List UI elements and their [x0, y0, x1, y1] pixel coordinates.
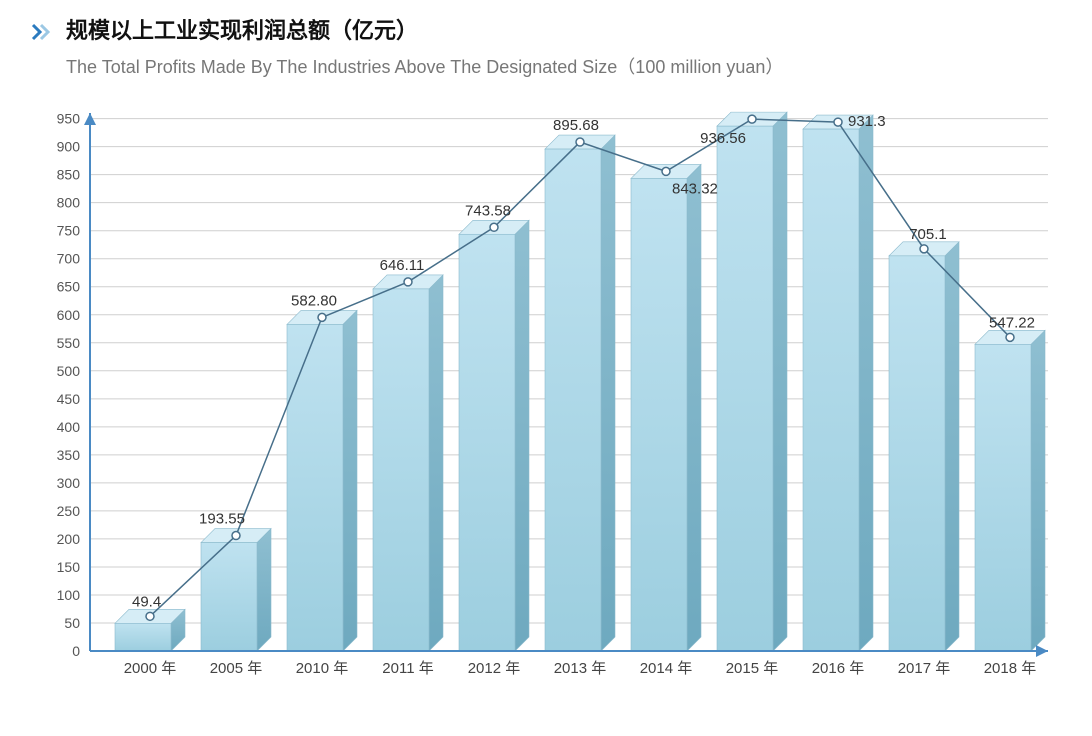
y-tick-label: 200	[57, 531, 81, 547]
chart-title-cn: 规模以上工业实现利润总额（亿元）	[66, 16, 783, 47]
y-tick-label: 950	[57, 110, 81, 126]
x-category-label: 2005 年	[210, 660, 263, 677]
bar-front	[717, 126, 773, 651]
y-tick-label: 150	[57, 559, 81, 575]
x-category-label: 2013 年	[554, 660, 607, 677]
bar-front	[373, 289, 429, 651]
value-label: 936.56	[700, 130, 746, 147]
value-label: 646.11	[380, 257, 425, 274]
bar-side	[773, 112, 787, 651]
y-tick-label: 300	[57, 475, 81, 491]
y-tick-label: 350	[57, 447, 81, 463]
y-tick-label: 250	[57, 503, 81, 519]
bar-front	[975, 344, 1031, 651]
value-label: 582.80	[291, 292, 337, 309]
x-axis-arrow-icon	[1036, 645, 1048, 657]
x-category-label: 2010 年	[296, 660, 349, 677]
bar-side	[343, 310, 357, 651]
bar-front	[803, 129, 859, 651]
bar-front	[201, 542, 257, 650]
trend-marker	[404, 278, 412, 286]
x-category-label: 2000 年	[124, 660, 177, 677]
x-category-label: 2012 年	[468, 660, 521, 677]
y-tick-label: 900	[57, 138, 81, 154]
y-tick-label: 400	[57, 419, 81, 435]
bar-side	[859, 115, 873, 651]
trend-marker	[834, 118, 842, 126]
x-category-label: 2016 年	[812, 660, 865, 677]
bar-front	[889, 256, 945, 651]
x-category-label: 2011 年	[382, 660, 433, 677]
chart-header: 规模以上工业实现利润总额（亿元） The Total Profits Made …	[30, 16, 1072, 79]
chevron-right-icon	[30, 20, 54, 49]
value-label: 193.55	[199, 510, 245, 527]
bar-side	[1031, 330, 1045, 651]
y-tick-label: 450	[57, 391, 81, 407]
profit-bar-chart: 0 50 100 150 200 250 300 350 400 450 500 550 600 650 7…	[30, 101, 1060, 701]
y-tick-label: 750	[57, 222, 81, 238]
value-label: 705.1	[909, 226, 947, 243]
bar-front	[459, 234, 515, 651]
bar-front	[545, 149, 601, 651]
value-label: 843.32	[672, 180, 718, 197]
bar-side	[257, 528, 271, 650]
bar-side	[945, 242, 959, 651]
trend-marker	[1006, 333, 1014, 341]
y-tick-label: 650	[57, 279, 81, 295]
bar-front	[631, 178, 687, 651]
value-label: 743.58	[465, 202, 511, 219]
bar-front	[287, 324, 343, 651]
x-category-label: 2014 年	[640, 660, 693, 677]
value-label: 895.68	[553, 117, 599, 134]
chart-title-en: The Total Profits Made By The Industries…	[66, 53, 783, 79]
y-tick-label: 500	[57, 363, 81, 379]
bar-side	[429, 275, 443, 651]
y-tick-label: 850	[57, 166, 81, 182]
trend-marker	[318, 313, 326, 321]
x-category-label: 2017 年	[898, 660, 951, 677]
y-tick-label: 0	[72, 643, 80, 659]
y-tick-label: 550	[57, 335, 81, 351]
y-tick-label: 800	[57, 194, 81, 210]
x-category-label: 2015 年	[726, 660, 779, 677]
trend-marker	[232, 531, 240, 539]
trend-marker	[146, 612, 154, 620]
trend-marker	[490, 223, 498, 231]
trend-marker	[920, 245, 928, 253]
bar-side	[601, 135, 615, 651]
bar-side	[515, 220, 529, 651]
bar-front	[115, 623, 171, 651]
y-tick-label: 600	[57, 307, 81, 323]
x-category-label: 2018 年	[984, 660, 1037, 677]
trend-marker	[662, 167, 670, 175]
trend-marker	[576, 138, 584, 146]
y-tick-label: 50	[64, 615, 80, 631]
value-label: 547.22	[989, 314, 1035, 331]
y-tick-label: 700	[57, 251, 81, 267]
bar-side	[687, 164, 701, 651]
value-label: 49.4	[132, 593, 161, 610]
y-tick-label: 100	[57, 587, 81, 603]
trend-marker	[748, 115, 756, 123]
value-label: 931.3	[848, 113, 886, 130]
